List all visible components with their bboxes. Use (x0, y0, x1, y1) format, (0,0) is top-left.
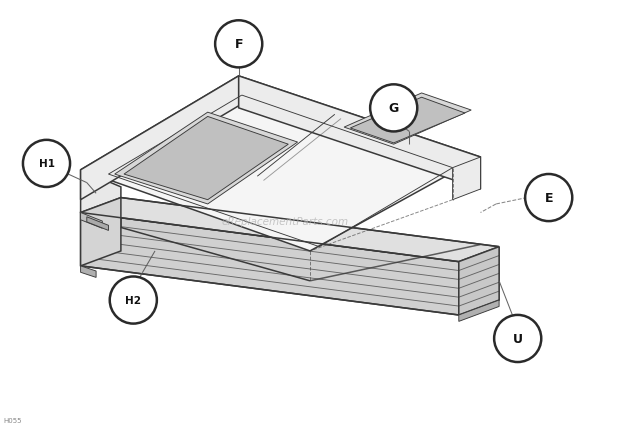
Text: H055: H055 (3, 417, 22, 423)
Polygon shape (81, 213, 459, 315)
Polygon shape (81, 266, 96, 278)
Polygon shape (87, 217, 108, 231)
Polygon shape (81, 198, 121, 266)
Polygon shape (81, 77, 481, 251)
Ellipse shape (110, 277, 157, 324)
Polygon shape (459, 300, 499, 322)
Polygon shape (344, 94, 471, 145)
Polygon shape (81, 213, 102, 229)
Polygon shape (350, 98, 465, 144)
Polygon shape (453, 158, 480, 200)
Ellipse shape (23, 141, 70, 187)
Ellipse shape (525, 175, 572, 222)
Text: H2: H2 (125, 295, 141, 305)
Ellipse shape (215, 21, 262, 68)
Text: E: E (544, 192, 553, 204)
Polygon shape (124, 117, 288, 200)
Polygon shape (459, 247, 499, 315)
Ellipse shape (370, 85, 417, 132)
Text: F: F (234, 38, 243, 51)
Text: eReplacementParts.com: eReplacementParts.com (221, 216, 349, 227)
Polygon shape (81, 77, 239, 200)
Polygon shape (81, 198, 499, 262)
Polygon shape (239, 77, 480, 190)
Text: G: G (389, 102, 399, 115)
Ellipse shape (494, 315, 541, 362)
Polygon shape (115, 113, 298, 204)
Text: U: U (513, 332, 523, 345)
Text: H1: H1 (38, 159, 55, 169)
Polygon shape (81, 170, 121, 228)
